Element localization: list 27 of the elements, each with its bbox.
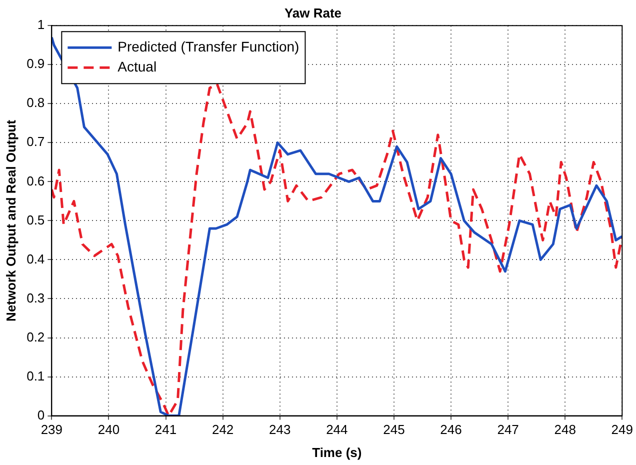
y-tick-label: 0.3 xyxy=(26,290,45,306)
y-tick-label: 0.1 xyxy=(26,368,45,384)
x-tick-label: 242 xyxy=(212,422,234,438)
x-tick-label: 243 xyxy=(269,422,291,438)
y-tick-label: 1 xyxy=(37,17,45,32)
x-tick-label: 247 xyxy=(497,422,519,438)
y-tick-label: 0.2 xyxy=(26,329,45,344)
legend-label: Predicted (Transfer Function) xyxy=(118,38,300,54)
y-axis-title: Network Output and Real Output xyxy=(3,119,18,322)
x-tick-label: 245 xyxy=(383,422,405,438)
y-tick-label: 0 xyxy=(37,407,45,422)
y-tick-label: 0.8 xyxy=(26,95,45,110)
y-tick-label: 0.7 xyxy=(26,134,45,150)
x-axis-title: Time (s) xyxy=(312,444,362,460)
y-tick-label: 0.5 xyxy=(26,212,45,228)
x-tick-label: 241 xyxy=(154,422,177,438)
x-tick-label: 244 xyxy=(326,422,348,438)
y-tick-label: 0.9 xyxy=(26,56,45,72)
y-tick-label: 0.4 xyxy=(26,251,45,266)
chart-title: Yaw Rate xyxy=(284,5,342,20)
x-tick-label: 240 xyxy=(98,422,120,438)
x-tick-label: 239 xyxy=(40,422,63,438)
x-tick-label: 246 xyxy=(440,422,462,438)
legend-label: Actual xyxy=(118,58,157,74)
x-tick-label: 248 xyxy=(554,422,576,438)
y-tick-label: 0.6 xyxy=(26,173,45,188)
x-tick-label: 249 xyxy=(611,422,634,438)
